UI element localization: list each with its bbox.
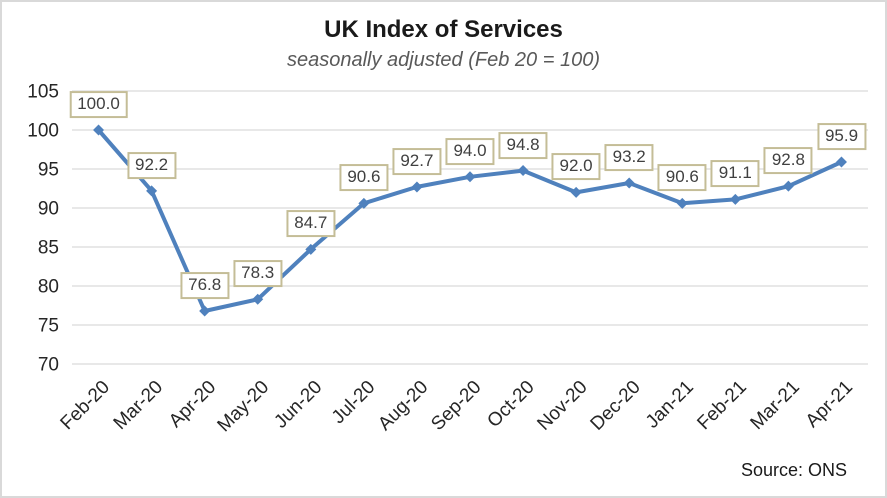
series-line (96, 128, 844, 313)
data-point-marker (835, 156, 847, 168)
y-tick-label: 75 (38, 316, 59, 337)
y-tick-label: 70 (38, 355, 59, 376)
x-tick-label: Feb-20 (57, 377, 114, 434)
chart-subtitle: seasonally adjusted (Feb 20 = 100) (287, 49, 600, 71)
x-tick-label: Feb-21 (693, 377, 750, 434)
x-tick-label: Nov-20 (533, 377, 591, 435)
x-tick-label: Apr-21 (802, 377, 857, 432)
y-tick-label: 80 (38, 277, 59, 298)
y-tick-label: 85 (38, 238, 59, 259)
x-tick-label: Dec-20 (587, 377, 645, 435)
x-tick-label: Oct-20 (483, 377, 538, 432)
y-tick-label: 105 (27, 82, 59, 103)
chart-title: UK Index of Services (324, 16, 563, 43)
x-tick-label: Mar-21 (747, 377, 804, 434)
x-tick-label: Jan-21 (642, 377, 698, 433)
data-point-marker (782, 180, 794, 192)
source-note: Source: ONS (740, 460, 847, 480)
y-tick-label: 90 (38, 199, 59, 220)
data-point-marker (411, 181, 423, 193)
x-tick-label: Apr-20 (165, 377, 220, 432)
x-tick-label: Jul-20 (328, 377, 379, 428)
data-point-marker (464, 171, 476, 183)
data-point-marker (623, 177, 635, 189)
data-point-marker (199, 305, 211, 317)
data-point-marker (252, 293, 264, 305)
data-point-marker (305, 243, 317, 255)
x-tick-label: Aug-20 (374, 377, 432, 435)
x-tick-label: Sep-20 (427, 377, 485, 435)
data-point-marker (570, 186, 582, 198)
x-tick-label: May-20 (214, 377, 274, 437)
x-tick-label: Mar-20 (110, 377, 167, 434)
x-tick-label: Jun-20 (270, 377, 326, 433)
y-tick-label: 100 (27, 121, 59, 142)
data-point-marker (729, 193, 741, 205)
y-tick-label: 95 (38, 160, 59, 181)
data-point-marker (517, 165, 529, 177)
data-point-marker (146, 185, 158, 197)
data-point-marker (358, 197, 370, 209)
data-point-marker (676, 197, 688, 209)
data-point-marker (93, 124, 105, 136)
